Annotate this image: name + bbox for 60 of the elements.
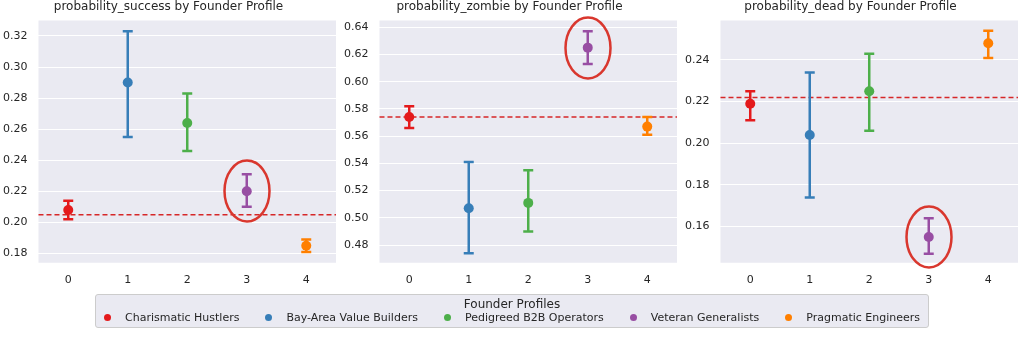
point xyxy=(122,77,133,88)
point xyxy=(404,112,415,123)
y-tick-label: 0.52 xyxy=(343,183,369,197)
legend-title: Founder Profiles xyxy=(462,297,562,311)
point xyxy=(241,186,252,197)
y-tick-label: 0.18 xyxy=(684,177,710,191)
legend-label: Pedigreed B2B Operators xyxy=(464,311,604,324)
y-tick-label: 0.24 xyxy=(2,153,28,167)
y-tick-label: 0.32 xyxy=(2,28,28,42)
x-tick-label: 3 xyxy=(243,273,251,287)
y-tick-label: 0.30 xyxy=(2,59,28,73)
y-tick-label: 0.22 xyxy=(2,184,28,198)
y-tick-label: 0.62 xyxy=(343,47,369,61)
legend-label: Charismatic Hustlers xyxy=(124,311,240,324)
y-tick-label: 0.20 xyxy=(684,136,710,150)
x-tick-label: 4 xyxy=(643,273,651,287)
chart-title: probability_success by Founder Profile xyxy=(53,0,284,14)
point xyxy=(864,86,875,97)
point xyxy=(182,117,193,128)
y-tick-label: 0.58 xyxy=(343,101,369,115)
y-tick-label: 0.50 xyxy=(343,210,369,224)
legend-label: Pragmatic Engineers xyxy=(806,311,921,324)
point xyxy=(63,204,74,215)
x-tick-label: 0 xyxy=(405,273,413,287)
x-tick-label: 4 xyxy=(984,273,992,287)
legend-label: Veteran Generalists xyxy=(650,311,760,324)
x-tick-label: 2 xyxy=(183,273,191,287)
y-tick-label: 0.26 xyxy=(2,122,28,136)
point xyxy=(804,129,815,140)
y-tick-label: 0.56 xyxy=(343,129,369,143)
y-tick-label: 0.24 xyxy=(684,52,710,66)
x-tick-label: 3 xyxy=(925,273,933,287)
x-tick-label: 0 xyxy=(746,273,754,287)
x-tick-label: 4 xyxy=(302,273,310,287)
y-tick-label: 0.48 xyxy=(343,237,369,251)
y-tick-label: 0.20 xyxy=(2,215,28,229)
y-tick-label: 0.64 xyxy=(343,20,369,34)
x-tick-label: 2 xyxy=(524,273,532,287)
y-tick-label: 0.54 xyxy=(343,156,369,170)
y-tick-label: 0.16 xyxy=(684,219,710,233)
chart-title: probability_dead by Founder Profile xyxy=(744,0,957,14)
y-tick-label: 0.60 xyxy=(343,74,369,88)
y-tick-label: 0.22 xyxy=(684,94,710,108)
point xyxy=(745,98,756,109)
point xyxy=(582,42,593,53)
point xyxy=(523,197,534,208)
x-tick-label: 1 xyxy=(806,273,814,287)
y-tick-label: 0.28 xyxy=(2,90,28,104)
point xyxy=(923,231,934,242)
chart-title: probability_zombie by Founder Profile xyxy=(396,0,623,14)
point xyxy=(983,38,994,49)
legend-label: Bay-Area Value Builders xyxy=(286,311,418,324)
x-tick-label: 3 xyxy=(584,273,592,287)
x-tick-label: 0 xyxy=(64,273,72,287)
point xyxy=(463,203,474,214)
point xyxy=(642,121,653,132)
y-tick-label: 0.18 xyxy=(2,246,28,260)
x-tick-label: 1 xyxy=(124,273,132,287)
x-tick-label: 1 xyxy=(465,273,473,287)
x-tick-label: 2 xyxy=(865,273,873,287)
